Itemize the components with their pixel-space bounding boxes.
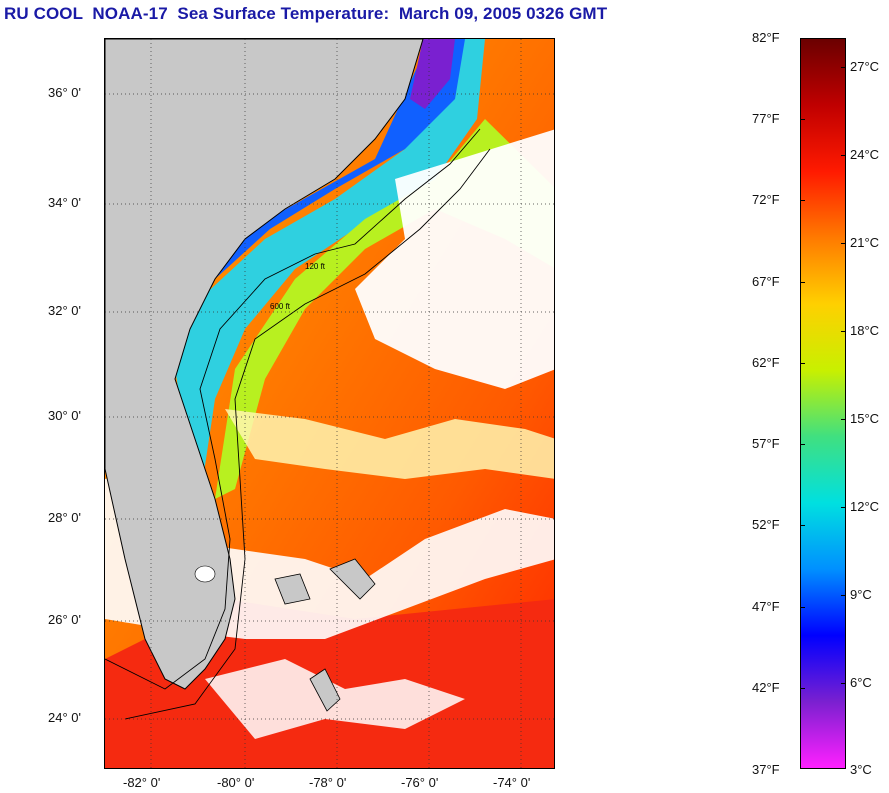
shelf-cold-water: [175, 39, 485, 499]
scale-tick: [841, 67, 846, 68]
bahamas-island: [329, 558, 376, 600]
scale-tick: [800, 363, 805, 364]
bahamas-island: [309, 668, 341, 712]
lat-label: 28° 0': [48, 510, 81, 525]
contour-label: 600 ft: [270, 302, 291, 311]
lon-label: -74° 0': [493, 775, 531, 790]
celsius-label: 15°C: [850, 411, 880, 426]
fahrenheit-label: 82°F: [752, 30, 780, 45]
fahrenheit-label: 37°F: [752, 762, 780, 777]
celsius-label: 6°C: [850, 675, 872, 690]
fahrenheit-label: 57°F: [752, 436, 780, 451]
scale-tick: [841, 507, 846, 508]
scale-tick: [841, 419, 846, 420]
fahrenheit-label: 52°F: [752, 517, 780, 532]
cloud-patch: [355, 129, 554, 389]
scale-tick: [841, 683, 846, 684]
scale-tick: [800, 38, 805, 39]
celsius-label: 3°C: [850, 762, 872, 777]
lat-label: 24° 0': [48, 710, 81, 725]
isobath-120ft: [105, 128, 481, 690]
scale-tick: [800, 525, 805, 526]
lon-label: -80° 0': [217, 775, 255, 790]
fahrenheit-label: 62°F: [752, 355, 780, 370]
lat-label: 36° 0': [48, 85, 81, 100]
coldest-water: [410, 39, 455, 109]
celsius-label: 9°C: [850, 587, 872, 602]
scale-tick: [800, 282, 805, 283]
scale-tick: [800, 200, 805, 201]
fahrenheit-label: 72°F: [752, 192, 780, 207]
celsius-label: 24°C: [850, 147, 880, 162]
scale-tick: [800, 688, 805, 689]
scale-tick: [800, 607, 805, 608]
celsius-label: 21°C: [850, 235, 880, 250]
fahrenheit-label: 42°F: [752, 680, 780, 695]
fahrenheit-label: 67°F: [752, 274, 780, 289]
lat-label: 30° 0': [48, 408, 81, 423]
celsius-label: 27°C: [850, 59, 880, 74]
scale-tick: [841, 331, 846, 332]
lon-label: -82° 0': [123, 775, 161, 790]
fahrenheit-label: 47°F: [752, 599, 780, 614]
isobath-600ft: [124, 148, 491, 720]
contour-label: 120 ft: [305, 262, 326, 271]
scale-tick: [841, 595, 846, 596]
scale-tick: [841, 243, 846, 244]
cloud-patch: [225, 409, 554, 479]
color-scale-bar: [800, 38, 846, 769]
lat-label: 32° 0': [48, 303, 81, 318]
color-scale-gradient: [801, 39, 845, 768]
sst-map: 120 ft 600 ft: [104, 38, 555, 769]
lat-label: 34° 0': [48, 195, 81, 210]
lat-label: 26° 0': [48, 612, 81, 627]
lake-okeechobee: [194, 565, 216, 583]
bahamas-island: [274, 573, 311, 605]
map-title: RU COOL NOAA-17 Sea Surface Temperature:…: [4, 4, 608, 23]
celsius-label: 12°C: [850, 499, 880, 514]
celsius-label: 18°C: [850, 323, 880, 338]
scale-tick: [800, 119, 805, 120]
scale-tick: [841, 155, 846, 156]
scale-tick: [800, 444, 805, 445]
land-mainland: [105, 39, 424, 690]
lon-label: -76° 0': [401, 775, 439, 790]
lon-label: -78° 0': [309, 775, 347, 790]
fahrenheit-label: 77°F: [752, 111, 780, 126]
